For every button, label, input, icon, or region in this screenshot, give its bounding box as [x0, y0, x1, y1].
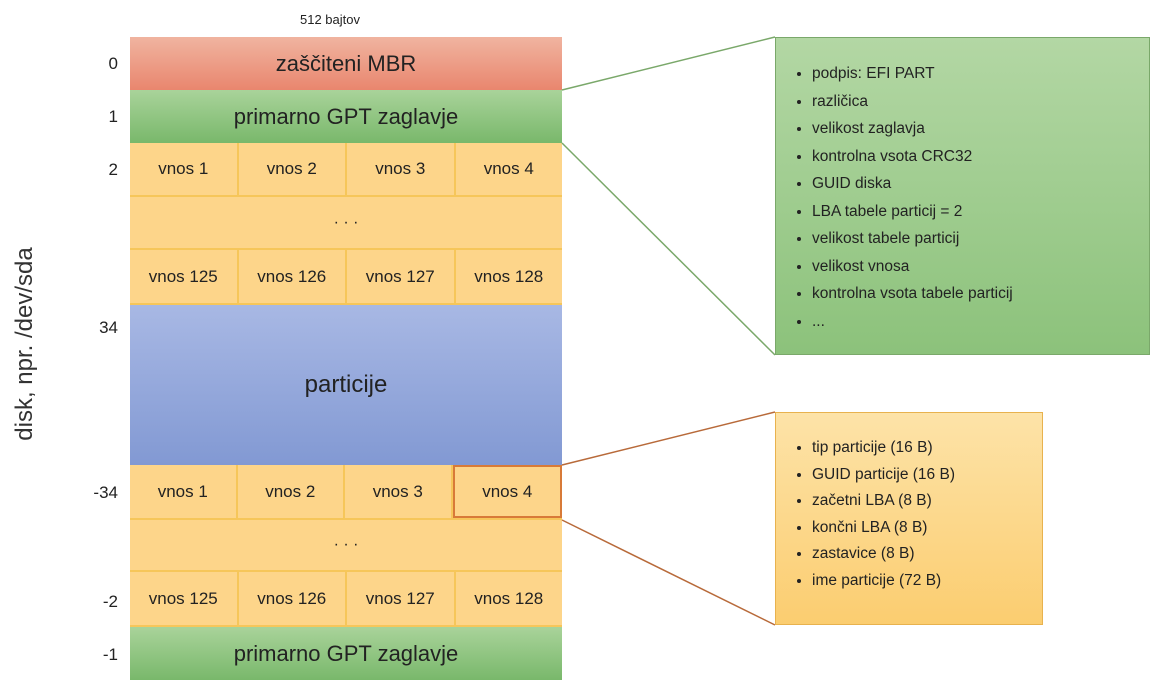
lba-label: 34 — [99, 318, 118, 337]
entry-cell: vnos 1 — [130, 143, 239, 195]
entry-cell: vnos 127 — [347, 572, 456, 625]
entry-connector-bottom — [561, 519, 776, 626]
header-field: GUID diska — [812, 170, 1139, 198]
entry-connector-top — [561, 411, 776, 466]
lba-label: 0 — [108, 54, 118, 73]
header-field: velikost vnosa — [812, 253, 1139, 281]
header-fields-callout: podpis: EFI PART različica velikost zagl… — [775, 37, 1150, 355]
backup-entry-row-last: vnos 125 vnos 126 vnos 127 vnos 128 — [130, 572, 562, 627]
header-field: kontrolna vsota CRC32 — [812, 143, 1139, 171]
lba-label: 2 — [108, 160, 118, 179]
lba-label: -2 — [102, 592, 118, 611]
backup-gpt-header-block: primarno GPT zaglavje — [130, 627, 562, 680]
entry-cell: vnos 128 — [474, 588, 544, 608]
entry-field: končni LBA (8 B) — [812, 515, 1032, 542]
backup-entries-ellipsis: · · · — [130, 520, 562, 572]
entry-cell: vnos 125 — [130, 572, 239, 625]
protective-mbr-block: zaščiteni MBR — [130, 37, 562, 90]
entry-cell: vnos 3 — [345, 465, 453, 518]
entry-cell: vnos 126 — [239, 250, 347, 303]
width-label: 512 bajtov — [300, 12, 360, 27]
entries-ellipsis: · · · — [130, 197, 562, 250]
header-connector-bottom — [561, 142, 776, 356]
header-field: ... — [812, 308, 1139, 336]
header-field: različica — [812, 88, 1139, 116]
entry-cell: vnos 125 — [130, 250, 239, 303]
entry-cell: vnos 2 — [238, 465, 345, 518]
entry-row-last: vnos 125 vnos 126 vnos 127 vnos 128 — [130, 250, 562, 305]
lba-label: -34 — [93, 483, 118, 502]
partitions-block: particije — [130, 305, 562, 465]
entry-field: zastavice (8 B) — [812, 541, 1032, 568]
header-field: velikost tabele particij — [812, 225, 1139, 253]
entry-field: tip particije (16 B) — [812, 435, 1032, 462]
header-field: podpis: EFI PART — [812, 60, 1139, 88]
entry-field: ime particije (72 B) — [812, 568, 1032, 595]
entry-fields-callout: tip particije (16 B) GUID particije (16 … — [775, 412, 1043, 625]
entry-cell: vnos 127 — [347, 250, 456, 303]
header-connector-top — [561, 36, 776, 91]
primary-gpt-header-block: primarno GPT zaglavje — [130, 90, 562, 143]
header-field: kontrolna vsota tabele particij — [812, 280, 1139, 308]
header-field: LBA tabele particij = 2 — [812, 198, 1139, 226]
entry-cell: vnos 1 — [130, 465, 238, 518]
entry-cell: vnos 4 — [483, 159, 534, 178]
entry-field: GUID particije (16 B) — [812, 462, 1032, 489]
entry-cell: vnos 3 — [347, 143, 456, 195]
entry-cell: vnos 2 — [239, 143, 347, 195]
header-field: velikost zaglavja — [812, 115, 1139, 143]
entry-cell: vnos 126 — [239, 572, 347, 625]
lba-label: -1 — [102, 645, 118, 664]
entry-row-first: vnos 1 vnos 2 vnos 3 vnos 4 — [130, 143, 562, 197]
entry-field: začetni LBA (8 B) — [812, 488, 1032, 515]
backup-entry-row-first: vnos 1 vnos 2 vnos 3 vnos 4 — [130, 465, 562, 520]
lba-label: 1 — [108, 107, 118, 126]
entry-cell-highlighted: vnos 4 — [452, 465, 562, 518]
entry-cell: vnos 128 — [474, 266, 544, 286]
